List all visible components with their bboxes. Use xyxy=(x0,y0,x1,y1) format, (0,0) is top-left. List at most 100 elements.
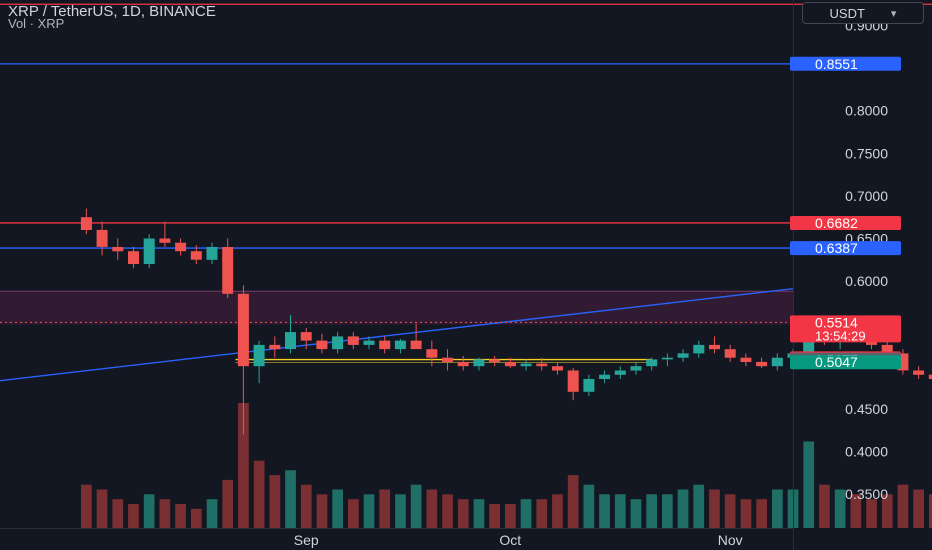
candle-body xyxy=(143,238,155,264)
y-tick-label: 0.4500 xyxy=(845,401,888,417)
volume-bar xyxy=(850,494,862,528)
volume-bar xyxy=(332,489,343,528)
candle-body xyxy=(567,370,579,392)
volume-bar xyxy=(677,489,689,528)
candle-body xyxy=(599,374,611,379)
y-tick-label: 0.7500 xyxy=(845,145,888,161)
volume-bar xyxy=(489,504,500,528)
volume-bar xyxy=(505,504,516,528)
chevron-down-icon: ▾ xyxy=(890,7,897,20)
candle-body xyxy=(913,370,925,375)
volume-bar xyxy=(395,494,406,528)
volume-bar xyxy=(81,484,92,528)
candle-body xyxy=(442,357,453,362)
candle-body xyxy=(112,247,124,252)
volume-bar xyxy=(348,499,359,528)
last-price-badge-bg xyxy=(790,315,901,343)
volume-bar xyxy=(269,475,281,528)
candle-body xyxy=(269,344,281,350)
candle-body xyxy=(520,363,532,367)
volume-bar xyxy=(159,499,171,528)
level-price-badge: 0.6387 xyxy=(815,240,858,256)
volume-bar xyxy=(143,494,155,528)
candle-body xyxy=(128,251,139,264)
volume-bar xyxy=(285,470,296,528)
candle-body xyxy=(881,344,893,354)
candle-body xyxy=(583,379,595,392)
quote-currency-selector[interactable]: USDT ▾ xyxy=(802,2,924,24)
candle-body xyxy=(159,238,171,243)
volume-bar xyxy=(662,494,673,528)
candle-body xyxy=(536,363,548,367)
volume-bar xyxy=(583,484,595,528)
volume-bar xyxy=(426,489,438,528)
y-tick-label: 0.4000 xyxy=(845,443,888,459)
volume-bar xyxy=(253,460,265,528)
y-tick-label: 0.8000 xyxy=(845,103,888,119)
volume-bar xyxy=(536,499,548,528)
y-tick-label: 0.6000 xyxy=(845,273,888,289)
candle-body xyxy=(300,332,312,341)
volume-bar xyxy=(552,494,563,528)
candle-body xyxy=(677,353,689,358)
level-price-badge-bg xyxy=(790,216,901,230)
candle-body xyxy=(316,340,328,350)
candle-body xyxy=(552,366,563,371)
candle-body xyxy=(80,217,92,230)
volume-bar xyxy=(316,494,328,528)
volume-bar xyxy=(567,475,579,528)
x-tick-label: Nov xyxy=(718,532,743,548)
volume-bar xyxy=(693,484,705,528)
volume-bar xyxy=(520,499,532,528)
volume-bar xyxy=(112,499,124,528)
candle-body xyxy=(709,344,720,350)
volume-bar xyxy=(206,499,218,528)
price-badge-bg xyxy=(790,355,901,370)
candle-body xyxy=(756,361,768,367)
candle-body xyxy=(285,332,296,350)
volume-bar xyxy=(222,479,234,528)
volume-bar xyxy=(190,508,202,528)
candle-body xyxy=(222,247,234,294)
price-badge: 0.5047 xyxy=(815,354,858,370)
candle-body xyxy=(332,336,344,350)
candle-body xyxy=(394,340,406,350)
volume-bar xyxy=(929,494,932,528)
volume-bar xyxy=(866,499,877,528)
volume-legend: Vol · XRP xyxy=(8,16,65,31)
symbol-title: XRP / TetherUS, 1D, BINANCE xyxy=(8,3,216,20)
volume-bar xyxy=(599,494,610,528)
y-tick-label: 0.7000 xyxy=(845,188,888,204)
trend-line xyxy=(0,288,794,382)
candle-body xyxy=(410,340,422,350)
candle-body xyxy=(379,340,391,350)
volume-bar xyxy=(175,504,186,528)
volume-bar xyxy=(238,403,249,528)
level-price-badge: 0.6682 xyxy=(815,215,858,231)
volume-bar xyxy=(803,441,815,528)
candle-body xyxy=(928,374,932,379)
x-tick-label: Oct xyxy=(499,532,521,548)
volume-bar xyxy=(740,499,752,528)
candle-body xyxy=(175,242,187,252)
candle-body xyxy=(897,353,909,371)
volume-bar xyxy=(881,494,893,528)
volume-bar xyxy=(363,494,375,528)
candle-body xyxy=(630,366,642,371)
candle-body xyxy=(771,357,783,367)
volume-bar xyxy=(457,499,469,528)
candle-body xyxy=(426,349,438,358)
candle-body xyxy=(206,247,218,260)
candle-body xyxy=(803,332,815,354)
candle-body xyxy=(457,361,469,367)
x-tick-label: Sep xyxy=(294,532,319,548)
volume-bar xyxy=(772,489,783,528)
candle-body xyxy=(237,293,249,367)
candle-body xyxy=(646,359,658,367)
volume-bar xyxy=(834,489,846,528)
candle-body xyxy=(190,251,202,260)
candle-body xyxy=(724,349,736,358)
volume-bar xyxy=(630,499,642,528)
